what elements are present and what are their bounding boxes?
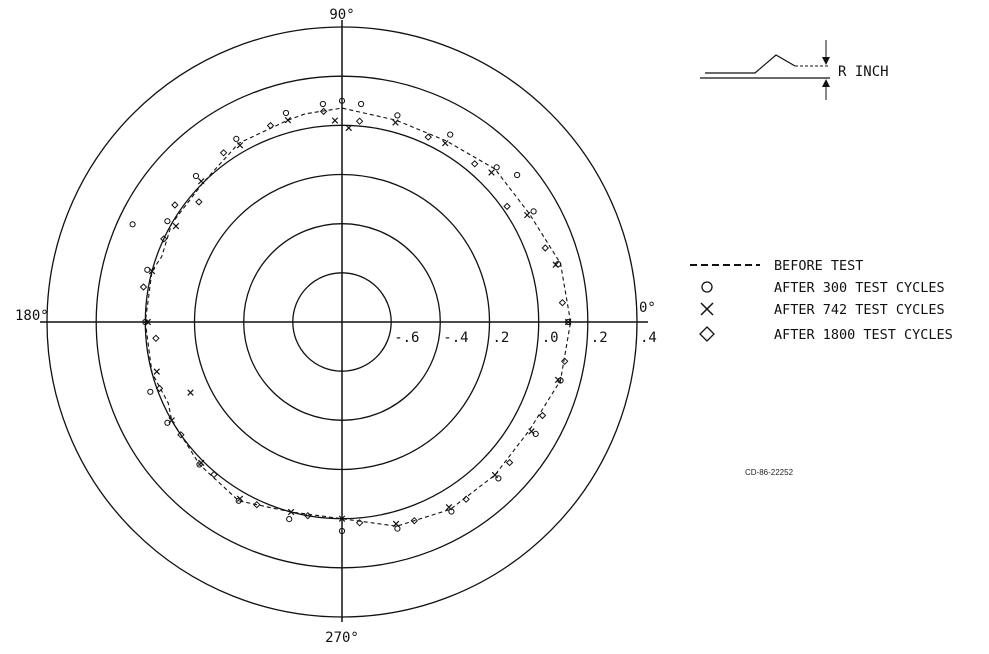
data-point-742-cycles bbox=[491, 471, 499, 479]
data-point-300-cycles bbox=[514, 171, 521, 179]
legend-x-icon bbox=[700, 302, 714, 316]
data-point-1800-cycles bbox=[560, 357, 569, 366]
data-point-1800-cycles bbox=[219, 149, 228, 157]
radial-tick-label: -.4 bbox=[443, 330, 468, 346]
data-point-1800-cycles bbox=[355, 117, 364, 125]
data-point-1800-cycles bbox=[152, 334, 160, 343]
data-point-300-cycles bbox=[493, 164, 500, 171]
data-point-1800-cycles bbox=[139, 283, 148, 291]
data-point-742-cycles bbox=[564, 318, 572, 326]
data-point-300-cycles bbox=[147, 388, 154, 395]
data-point-742-cycles bbox=[331, 117, 339, 124]
angle-tick-label: 180° bbox=[15, 308, 49, 324]
data-point-300-cycles bbox=[129, 221, 136, 228]
data-point-742-cycles bbox=[148, 267, 156, 275]
radial-tick-labels: -.6 -.4 .2 .0 .2 .4 bbox=[394, 330, 657, 346]
data-point-742-cycles bbox=[523, 211, 531, 219]
angle-tick-label: 90° bbox=[329, 7, 354, 23]
data-point-742-cycles bbox=[528, 428, 535, 435]
data-point-300-cycles bbox=[394, 525, 401, 532]
data-point-1800-cycles bbox=[160, 235, 168, 243]
angle-tick-label: 270° bbox=[325, 630, 359, 646]
series-before-test-line bbox=[144, 107, 572, 527]
figure-id: CD-86-22252 bbox=[745, 468, 794, 477]
data-point-742-cycles bbox=[392, 119, 399, 126]
data-point-1800-cycles bbox=[253, 500, 261, 509]
legend-label-before: BEFORE TEST bbox=[774, 258, 863, 274]
data-point-300-cycles bbox=[233, 135, 240, 142]
data-point-1800-cycles bbox=[195, 198, 203, 206]
data-point-1800-cycles bbox=[355, 519, 364, 527]
data-point-300-cycles bbox=[164, 218, 171, 225]
data-point-1800-cycles bbox=[558, 298, 567, 307]
data-point-1800-cycles bbox=[304, 511, 312, 520]
data-point-742-cycles bbox=[488, 169, 495, 176]
data-point-300-cycles bbox=[565, 318, 572, 326]
data-point-742-cycles bbox=[236, 495, 244, 502]
data-point-1800-cycles bbox=[538, 411, 547, 420]
radial-tick-label: .4 bbox=[640, 330, 657, 346]
legend: BEFORE TEST AFTER 300 TEST CYCLES AFTER … bbox=[690, 258, 953, 343]
data-point-742-cycles bbox=[287, 508, 295, 516]
angle-tick-labels: 0° 90° 180° 270° bbox=[15, 7, 656, 646]
data-point-1800-cycles bbox=[424, 133, 432, 141]
data-point-300-cycles bbox=[319, 100, 326, 108]
data-point-300-cycles bbox=[358, 100, 365, 108]
data-point-742-cycles bbox=[338, 515, 346, 522]
data-point-1800-cycles bbox=[462, 495, 470, 503]
data-point-300-cycles bbox=[192, 172, 200, 180]
data-point-300-cycles bbox=[286, 516, 293, 523]
inset-profile: R INCH bbox=[700, 40, 889, 100]
data-point-742-cycles bbox=[187, 389, 194, 396]
radial-tick-label: .2 bbox=[493, 330, 510, 346]
legend-circle-icon bbox=[701, 281, 713, 293]
data-point-1800-cycles bbox=[155, 384, 164, 393]
inset-label: R INCH bbox=[838, 64, 889, 80]
data-point-300-cycles bbox=[530, 208, 537, 215]
data-point-300-cycles bbox=[144, 266, 151, 273]
data-point-742-cycles bbox=[392, 520, 400, 528]
data-point-300-cycles bbox=[447, 131, 454, 138]
data-point-1800-cycles bbox=[171, 201, 179, 209]
data-point-742-cycles bbox=[554, 376, 562, 384]
data-point-742-cycles bbox=[236, 142, 244, 149]
data-point-742-cycles bbox=[345, 124, 353, 132]
data-point-742-cycles bbox=[144, 318, 152, 326]
data-point-742-cycles bbox=[153, 368, 161, 375]
angle-tick-label: 0° bbox=[639, 300, 656, 316]
radial-tick-label: .2 bbox=[591, 330, 608, 346]
data-point-1800-cycles bbox=[505, 458, 514, 467]
data-point-1800-cycles bbox=[177, 431, 185, 439]
data-point-742-cycles bbox=[197, 177, 205, 185]
radial-tick-label: -.6 bbox=[394, 330, 419, 346]
data-point-742-cycles bbox=[552, 261, 559, 268]
data-point-742-cycles bbox=[172, 222, 180, 230]
data-point-742-cycles bbox=[442, 139, 449, 147]
legend-label-1800: AFTER 1800 TEST CYCLES bbox=[774, 327, 953, 343]
data-point-1800-cycles bbox=[503, 202, 511, 211]
legend-label-300: AFTER 300 TEST CYCLES bbox=[774, 280, 945, 296]
radial-tick-label: .0 bbox=[542, 330, 559, 346]
data-point-300-cycles bbox=[338, 97, 346, 104]
legend-label-742: AFTER 742 TEST CYCLES bbox=[774, 302, 945, 318]
data-point-742-cycles bbox=[284, 116, 292, 124]
data-point-1800-cycles bbox=[470, 160, 479, 168]
data-point-1800-cycles bbox=[210, 470, 218, 479]
data-point-1800-cycles bbox=[266, 121, 275, 130]
data-point-300-cycles bbox=[495, 475, 502, 482]
data-point-300-cycles bbox=[282, 109, 290, 117]
data-point-1800-cycles bbox=[319, 107, 328, 116]
data-point-742-cycles bbox=[445, 503, 453, 511]
data-point-742-cycles bbox=[197, 459, 205, 467]
series-layer bbox=[129, 97, 572, 535]
data-point-300-cycles bbox=[532, 430, 539, 437]
data-point-1800-cycles bbox=[541, 244, 550, 252]
data-point-1800-cycles bbox=[410, 516, 419, 525]
legend-diamond-icon bbox=[699, 326, 715, 342]
data-point-300-cycles bbox=[394, 112, 401, 119]
data-point-742-cycles bbox=[168, 417, 175, 424]
data-point-300-cycles bbox=[338, 527, 346, 535]
